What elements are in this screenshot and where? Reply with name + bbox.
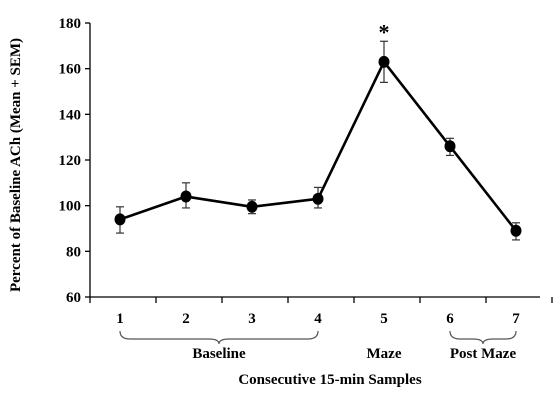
error-bars	[116, 40, 520, 241]
group-label: Post Maze	[450, 346, 517, 362]
annotations: *	[379, 19, 390, 44]
y-tick-label: 120	[59, 153, 82, 169]
data-point	[444, 140, 456, 153]
data-point	[510, 224, 522, 237]
group-label: Maze	[367, 346, 402, 362]
x-axis-title: Consecutive 15-min Samples	[238, 372, 421, 388]
x-tick-label: 5	[380, 311, 388, 327]
y-tick-label: 60	[66, 290, 81, 306]
y-axis: 60 80 100 120 140 160 180	[59, 16, 91, 306]
significance-marker: *	[379, 19, 390, 44]
x-tick-label: 6	[446, 311, 454, 327]
data-points	[114, 55, 522, 237]
x-tick-label: 4	[314, 311, 322, 327]
group-bracket	[449, 330, 517, 345]
x-tick-label: 2	[182, 311, 190, 327]
y-tick-label: 180	[59, 16, 82, 32]
y-axis-title: Percent of Baseline ACh (Mean + SEM)	[8, 38, 24, 292]
data-point	[378, 55, 390, 68]
y-tick-label: 160	[59, 62, 82, 78]
x-tick-label: 7	[512, 311, 520, 327]
y-tick-label: 80	[66, 244, 81, 260]
x-axis: 1 2 3 4 5 6 7	[89, 296, 553, 327]
data-point	[114, 213, 126, 226]
x-tick-label: 3	[248, 311, 256, 327]
group-label: Baseline	[192, 346, 246, 362]
data-point	[312, 192, 324, 205]
x-tick-label: 1	[116, 311, 124, 327]
y-tick-label: 100	[59, 199, 82, 215]
group-brackets: Baseline Maze Post Maze	[119, 330, 517, 362]
data-point	[180, 190, 192, 203]
y-tick-label: 140	[59, 107, 82, 123]
group-bracket	[119, 330, 319, 345]
data-point	[246, 200, 258, 213]
